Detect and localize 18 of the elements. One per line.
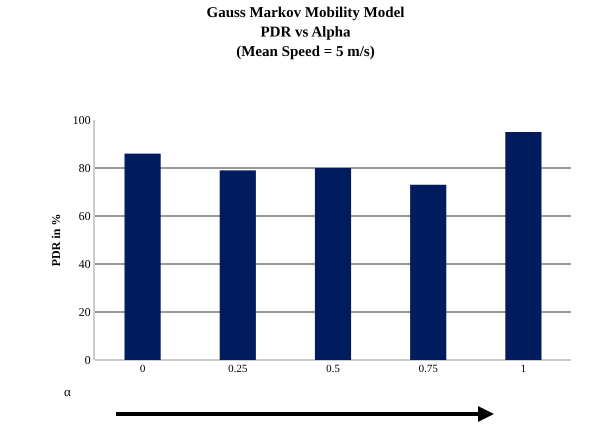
y-tick-label: 40: [78, 257, 91, 272]
x-tick-label: 0.25: [228, 363, 248, 375]
y-tick-label: 80: [78, 161, 91, 176]
text: α: [64, 384, 71, 399]
x-tick-label: 1: [520, 363, 526, 375]
y-tick-label: 60: [78, 209, 91, 224]
y-tick-label: 100: [72, 113, 91, 128]
bar: [505, 132, 542, 360]
y-tick-label: 20: [78, 305, 91, 320]
bar: [124, 154, 161, 360]
chart-title: Gauss Markov Mobility Model PDR vs Alpha (Mean Speed = 5 m/s): [206, 5, 404, 60]
x-tick-label: 0.5: [326, 363, 340, 375]
x-tick-label: 0.75: [418, 363, 438, 375]
x-tick-label: 0: [140, 363, 146, 375]
bar: [410, 184, 446, 360]
bar: [220, 170, 256, 360]
bar: [314, 168, 352, 360]
y-axis-title: PDR in %: [49, 214, 63, 266]
